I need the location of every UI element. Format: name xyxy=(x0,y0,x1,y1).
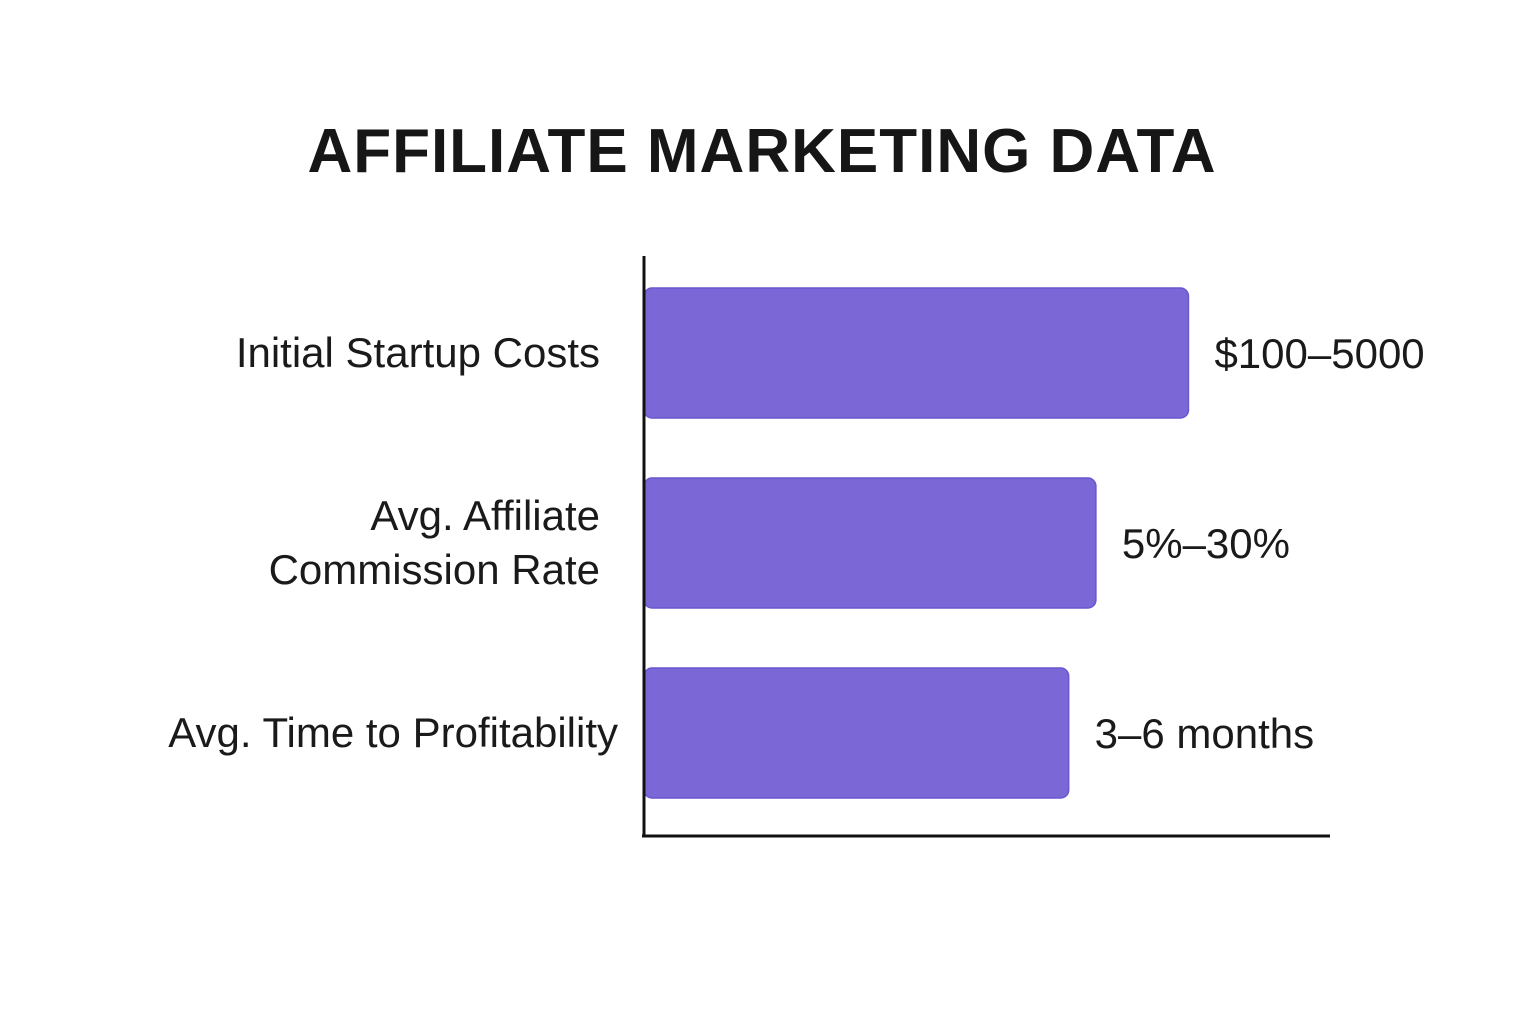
category-label-line: Commission Rate xyxy=(269,546,600,593)
bar-2 xyxy=(643,667,1070,799)
plot-area: Initial Startup Costs $100–5000 Avg. Affil… xyxy=(168,287,1425,799)
bar-1 xyxy=(643,477,1097,609)
value-label-0: $100–5000 xyxy=(1214,330,1424,377)
value-label-2: 3–6 months xyxy=(1095,710,1314,757)
category-label-line: Avg. Affiliate xyxy=(370,492,600,539)
bar-0 xyxy=(643,287,1190,419)
category-label-2: Avg. Time to Profitability xyxy=(168,709,618,756)
value-label-1: 5%–30% xyxy=(1122,520,1290,567)
category-label-line: Initial Startup Costs xyxy=(236,329,600,376)
category-label-0: Initial Startup Costs xyxy=(236,329,600,376)
category-label-line: Avg. Time to Profitability xyxy=(168,709,618,756)
category-label-1: Avg. Affiliate Commission Rate xyxy=(269,492,600,593)
chart-title: AFFILIATE MARKETING DATA xyxy=(307,117,1216,186)
